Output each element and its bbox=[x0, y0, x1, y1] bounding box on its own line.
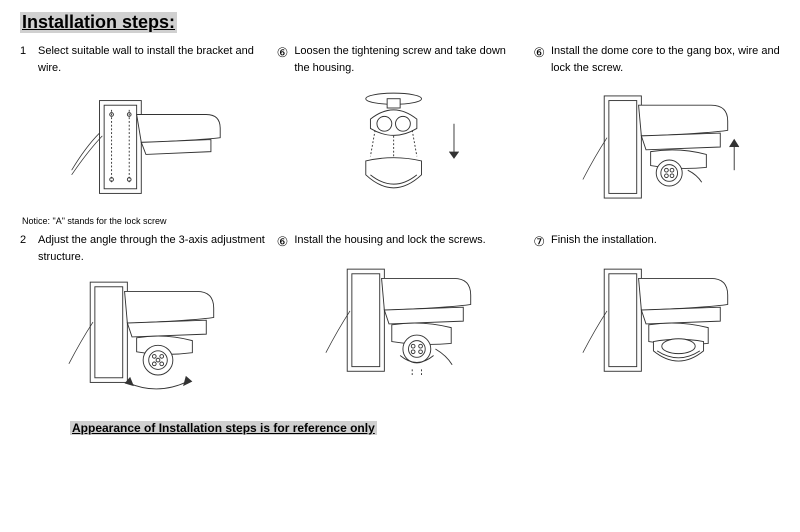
notice-text: Notice: "A" stands for the lock screw bbox=[22, 216, 267, 226]
step-text: Loosen the tightening screw and take dow… bbox=[294, 43, 523, 76]
page-title: Installation steps: bbox=[20, 12, 177, 33]
step-number: 1 bbox=[20, 43, 38, 60]
step-2: ⑥ Loosen the tightening screw and take d… bbox=[277, 43, 524, 226]
step-text: Adjust the angle through the 3-axis adju… bbox=[38, 232, 267, 265]
illustration-dome-install bbox=[548, 82, 780, 212]
step-5: ⑥ Install the housing and lock the screw… bbox=[277, 232, 524, 401]
step-text: Select suitable wall to install the brac… bbox=[38, 43, 267, 76]
illustration-finish bbox=[548, 258, 780, 388]
step-text: Install the housing and lock the screws. bbox=[294, 232, 485, 249]
illustration-housing bbox=[292, 82, 524, 212]
step-number: ⑥ bbox=[533, 43, 545, 63]
step-header: 1 Select suitable wall to install the br… bbox=[20, 43, 267, 76]
steps-grid: 1 Select suitable wall to install the br… bbox=[20, 43, 780, 413]
illustration-lock bbox=[292, 258, 524, 388]
step-1: 1 Select suitable wall to install the br… bbox=[20, 43, 267, 226]
step-header: ⑥ Install the housing and lock the screw… bbox=[277, 232, 524, 252]
step-text: Finish the installation. bbox=[551, 232, 657, 249]
step-number: ⑦ bbox=[533, 232, 545, 252]
step-number: 2 bbox=[20, 232, 38, 249]
step-number: ⑥ bbox=[277, 43, 289, 63]
step-number: ⑥ bbox=[277, 232, 289, 252]
step-header: 2 Adjust the angle through the 3-axis ad… bbox=[20, 232, 267, 265]
illustration-bracket bbox=[35, 82, 267, 212]
step-4: 2 Adjust the angle through the 3-axis ad… bbox=[20, 232, 267, 401]
step-text: Install the dome core to the gang box, w… bbox=[551, 43, 780, 76]
step-header: ⑥ Loosen the tightening screw and take d… bbox=[277, 43, 524, 76]
step-header: ⑦ Finish the installation. bbox=[533, 232, 780, 252]
step-6: ⑦ Finish the installation. bbox=[533, 232, 780, 401]
step-header: ⑥ Install the dome core to the gang box,… bbox=[533, 43, 780, 76]
illustration-adjust bbox=[35, 271, 267, 401]
footer-note: Appearance of Installation steps is for … bbox=[70, 421, 377, 435]
step-3: ⑥ Install the dome core to the gang box,… bbox=[533, 43, 780, 226]
